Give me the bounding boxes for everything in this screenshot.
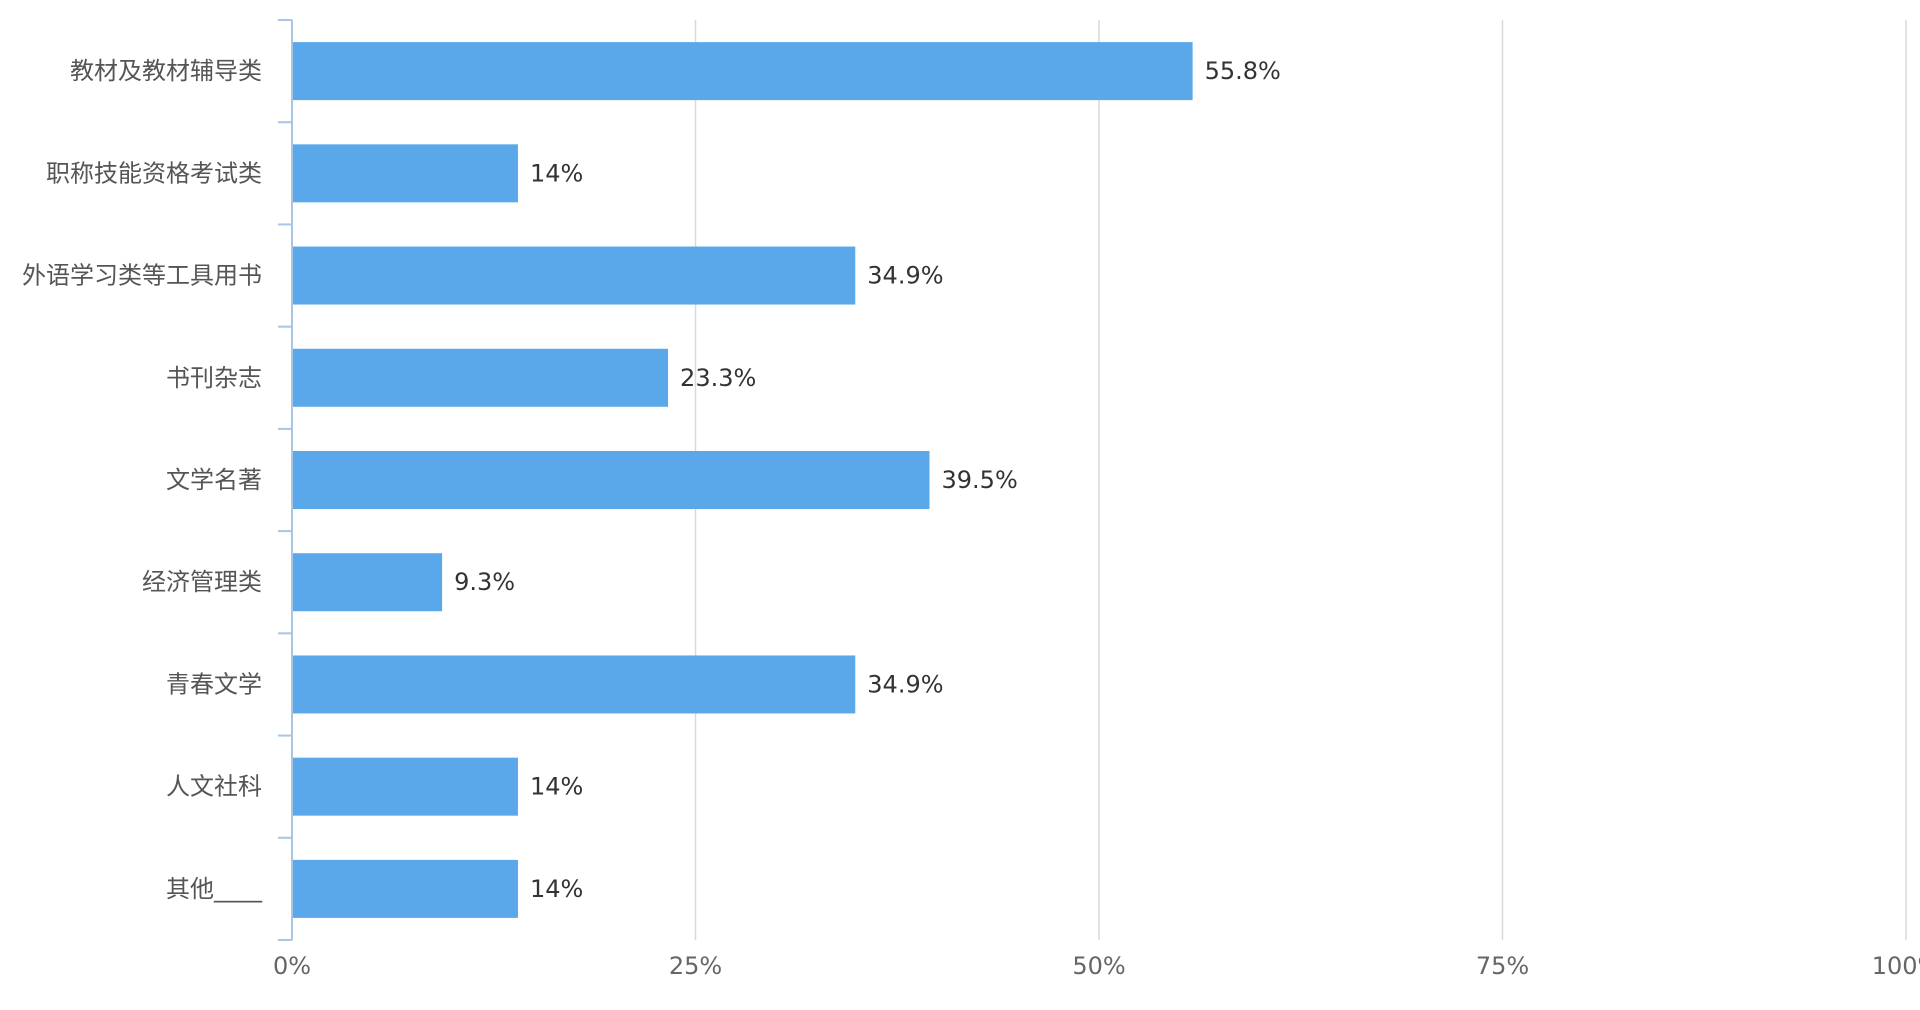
category-label: 人文社科 [166, 773, 262, 801]
x-tick-label: 75% [1476, 952, 1529, 980]
bar [292, 246, 856, 305]
bar [292, 553, 443, 612]
category-label: 文学名著 [166, 466, 262, 494]
category-label: 经济管理类 [142, 568, 262, 596]
value-label: 55.8% [1205, 57, 1281, 85]
bar [292, 42, 1193, 101]
bars [292, 42, 1193, 918]
bar [292, 655, 856, 714]
category-label: 教材及教材辅导类 [70, 57, 262, 85]
bar [292, 348, 669, 407]
value-label: 34.9% [867, 670, 943, 698]
value-label: 39.5% [942, 466, 1018, 494]
category-label: 书刊杂志 [166, 364, 262, 392]
x-tick-label: 25% [669, 952, 722, 980]
bar [292, 757, 518, 816]
category-label: 外语学习类等工具用书 [22, 262, 262, 290]
x-tick-label: 100% [1872, 952, 1920, 980]
value-label: 14% [530, 159, 583, 187]
category-label: 职称技能资格考试类 [46, 159, 262, 187]
value-label: 23.3% [680, 364, 756, 392]
value-label: 34.9% [867, 262, 943, 290]
bar [292, 451, 930, 509]
y-axis [278, 19, 293, 941]
bar [292, 859, 518, 918]
value-label: 9.3% [454, 568, 515, 596]
labels: 0% 25% 50% 75% 100% 教材及教材辅导类 55.8% 职称技能资格考试类 14%… [22, 57, 1920, 980]
value-label: 14% [530, 773, 583, 801]
bar [292, 144, 518, 203]
x-tick-label: 50% [1072, 952, 1125, 980]
category-label: 其他____ [166, 875, 263, 903]
category-label: 青春文学 [166, 670, 262, 698]
value-label: 14% [530, 875, 583, 903]
x-tick-label: 0% [273, 952, 311, 980]
